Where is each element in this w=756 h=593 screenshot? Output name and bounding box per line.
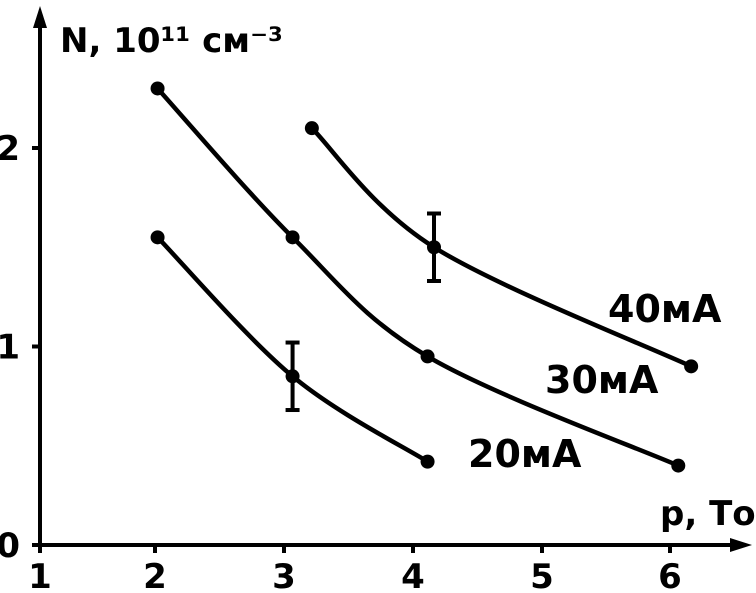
series-label: 20мА bbox=[468, 432, 582, 476]
series-20мА: 20мА bbox=[150, 230, 582, 476]
y-tick-label: 2 bbox=[0, 129, 20, 169]
x-tick-label: 2 bbox=[143, 557, 167, 593]
data-point bbox=[420, 349, 435, 364]
data-point bbox=[420, 454, 435, 469]
series-line bbox=[155, 86, 681, 468]
x-tick-label: 4 bbox=[401, 557, 425, 593]
data-point bbox=[304, 121, 319, 136]
x-tick-label: 5 bbox=[530, 557, 554, 593]
series-40мА: 40мА bbox=[304, 121, 722, 374]
x-tick-label: 3 bbox=[272, 557, 296, 593]
y-tick-label: 0 bbox=[0, 526, 20, 566]
data-point bbox=[285, 230, 300, 245]
x-tick-label: 1 bbox=[28, 557, 52, 593]
x-axis-arrow bbox=[730, 538, 752, 552]
y-axis-arrow bbox=[33, 6, 47, 28]
x-tick-label: 6 bbox=[658, 557, 682, 593]
series-label: 30мА bbox=[545, 358, 659, 402]
data-point bbox=[671, 458, 686, 473]
data-point bbox=[150, 81, 165, 96]
series-label: 40мА bbox=[608, 287, 722, 331]
series-layer: 40мА 30мА 20мА bbox=[150, 81, 722, 476]
y-tick-label: 1 bbox=[0, 328, 20, 368]
data-point bbox=[150, 230, 165, 245]
y-axis-label: N, 10¹¹ см⁻³ bbox=[60, 21, 283, 61]
series-30мА: 30мА bbox=[150, 81, 686, 473]
series-line bbox=[309, 125, 694, 369]
x-axis-label: p, Тор bbox=[660, 494, 756, 534]
axes bbox=[33, 6, 752, 552]
data-point bbox=[684, 359, 699, 374]
